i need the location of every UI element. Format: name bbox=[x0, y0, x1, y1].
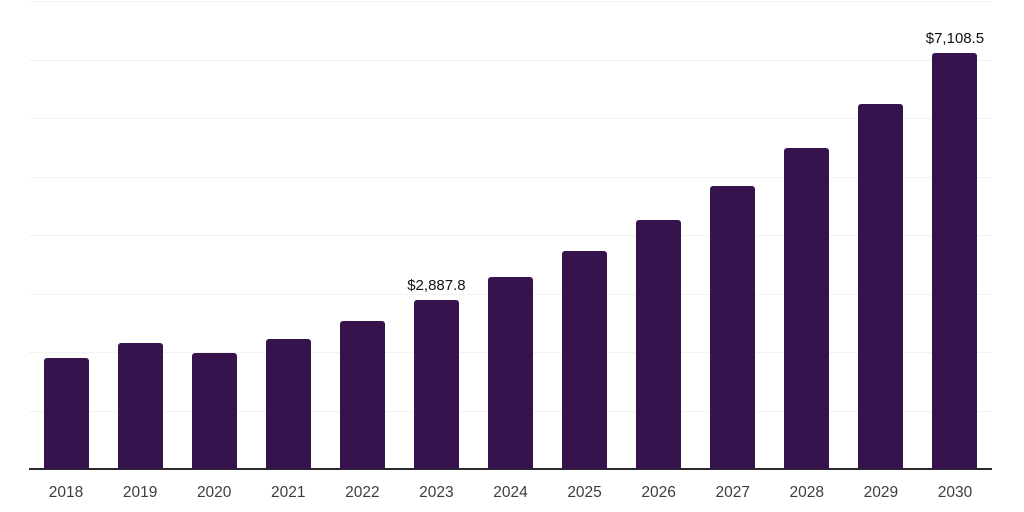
x-axis-tick-label: 2024 bbox=[493, 484, 528, 501]
bar-2027[interactable] bbox=[710, 186, 756, 469]
x-axis-tick-label: 2030 bbox=[937, 484, 973, 501]
plot-area: $2,887.8 $7,108.5 bbox=[29, 1, 992, 470]
x-axis-tick-label: 2020 bbox=[196, 484, 232, 501]
x-axis-tick-label: 2026 bbox=[641, 484, 676, 501]
gridline bbox=[29, 176, 992, 178]
bar-2019[interactable] bbox=[117, 342, 163, 469]
x-axis-tick-label: 2025 bbox=[567, 484, 602, 501]
x-axis-tick-label: 2021 bbox=[271, 484, 306, 501]
gridline bbox=[29, 59, 992, 61]
bar-2029[interactable] bbox=[858, 103, 904, 469]
x-axis-tick-label: 2022 bbox=[345, 484, 380, 501]
gridline bbox=[29, 1, 992, 2]
x-axis-tick-label: 2028 bbox=[789, 484, 825, 501]
bar-2023[interactable] bbox=[413, 300, 459, 469]
bar-value-label: $2,887.8 bbox=[407, 277, 466, 295]
x-axis-tick-label: 2023 bbox=[419, 484, 454, 501]
x-axis-line bbox=[29, 468, 992, 470]
bar-2021[interactable] bbox=[265, 338, 311, 469]
bar-2026[interactable] bbox=[636, 220, 682, 469]
bar-2030[interactable] bbox=[932, 53, 978, 469]
bar-2024[interactable] bbox=[488, 276, 533, 469]
x-axis: 2018 2019 2020 2021 2022 2023 2024 2025 2026 2027… bbox=[29, 484, 992, 504]
gridline bbox=[29, 235, 992, 236]
x-axis-tick-label: 2029 bbox=[863, 484, 899, 501]
gridline bbox=[29, 118, 992, 119]
bar-2018[interactable] bbox=[43, 358, 89, 469]
bar-2020[interactable] bbox=[191, 352, 237, 469]
x-axis-tick-label: 2018 bbox=[48, 484, 84, 501]
x-axis-tick-label: 2019 bbox=[122, 484, 158, 501]
bar-2022[interactable] bbox=[339, 320, 385, 469]
bar-2025[interactable] bbox=[562, 250, 608, 469]
bar-2028[interactable] bbox=[784, 147, 830, 469]
x-axis-tick-label: 2027 bbox=[715, 484, 750, 501]
bar-value-label: $7,108.5 bbox=[925, 30, 985, 48]
